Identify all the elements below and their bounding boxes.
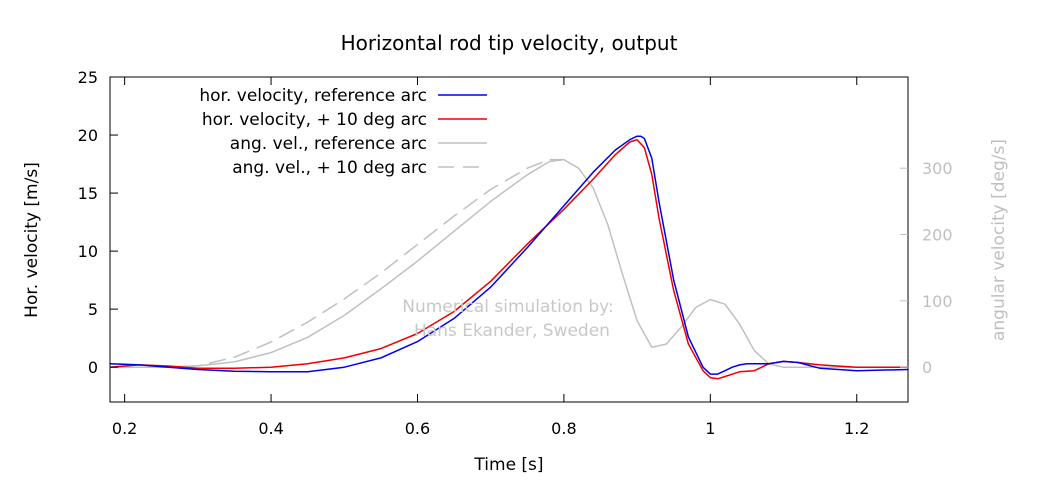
series-line-1	[109, 135, 909, 375]
watermark-line-1: Numerical simulation by:	[402, 297, 613, 317]
y-axis-label: Hor. velocity [m/s]	[22, 162, 42, 318]
series-line-2	[109, 138, 909, 380]
x-tick-label: 0.2	[112, 419, 137, 438]
y2-axis-label: angular velocity [deg/s]	[989, 139, 1009, 341]
legend-label: ang. vel., reference arc	[230, 134, 427, 154]
x-tick-label: 0.6	[405, 419, 430, 438]
legend-label: ang. vel., + 10 deg arc	[232, 158, 427, 178]
x-axis-ticks: 0.2 0.4 0.6 0.8 1 1.2	[112, 77, 869, 438]
legend-label: hor. velocity, + 10 deg arc	[202, 110, 427, 130]
watermark: Numerical simulation by: Hans Ekander, S…	[402, 297, 613, 341]
y2-axis-ticks: 0 100 200 300	[900, 159, 953, 377]
series-line-3	[109, 158, 909, 368]
y-tick-label: 20	[78, 126, 98, 145]
x-tick-label: 1.2	[844, 419, 869, 438]
legend: hor. velocity, reference arc hor. velocit…	[199, 86, 487, 178]
x-axis-label: Time [s]	[473, 455, 543, 475]
y2-tick-label: 200	[922, 226, 953, 245]
plot-frame	[109, 76, 909, 403]
y-tick-label: 15	[78, 184, 98, 203]
y-tick-label: 0	[88, 358, 98, 377]
y-axis-ticks: 0 5 10 15 20 25	[78, 68, 118, 377]
x-tick-label: 1	[705, 419, 715, 438]
chart-title: Horizontal rod tip velocity, output	[341, 31, 678, 55]
watermark-line-2: Hans Ekander, Sweden	[414, 321, 610, 341]
y-tick-label: 5	[88, 300, 98, 319]
y-tick-label: 25	[78, 68, 98, 87]
y-tick-label: 10	[78, 242, 98, 261]
y2-tick-label: 100	[922, 292, 953, 311]
series-lines	[109, 135, 909, 380]
x-tick-label: 0.4	[258, 419, 283, 438]
y2-tick-label: 300	[922, 159, 953, 178]
x-tick-label: 0.8	[551, 419, 576, 438]
y2-tick-label: 0	[922, 358, 932, 377]
legend-label: hor. velocity, reference arc	[199, 86, 427, 106]
